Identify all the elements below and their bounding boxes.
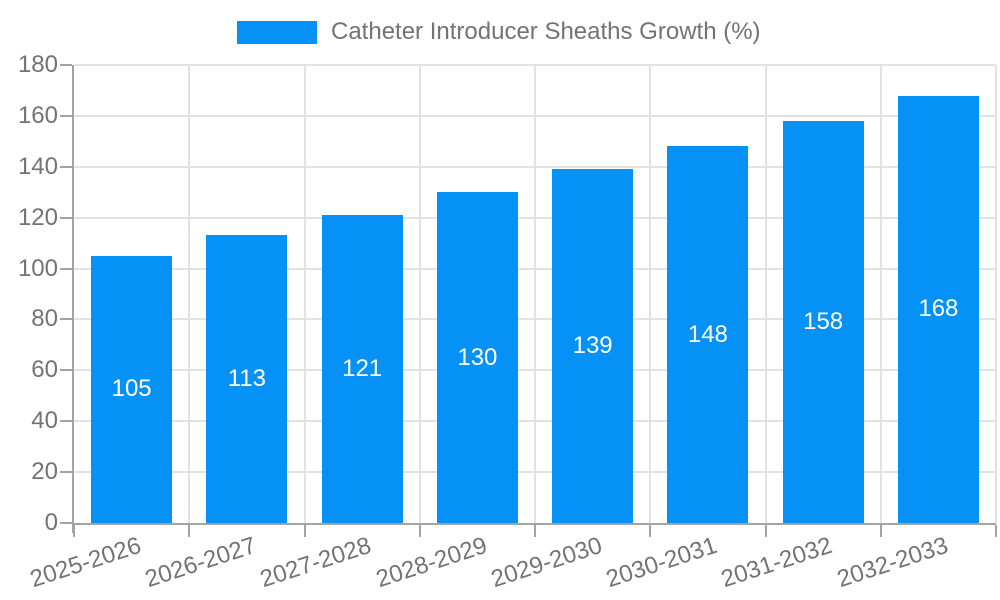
- bar-2027-2028[interactable]: [321, 215, 403, 523]
- y-tick-label: 120: [17, 203, 58, 231]
- y-axis-tick: [60, 267, 72, 270]
- x-tick-label: 2029-2030: [487, 531, 606, 594]
- bar-value-label: 139: [572, 332, 613, 360]
- gridline-vertical: [418, 65, 421, 523]
- y-axis-tick: [60, 522, 72, 524]
- y-tick-label: 180: [17, 51, 58, 78]
- gridline-vertical: [879, 65, 882, 523]
- bar-value-label: 130: [457, 343, 498, 371]
- x-axis-tick: [188, 525, 191, 537]
- gridline-vertical: [995, 65, 997, 523]
- x-axis-tick: [649, 525, 652, 537]
- bar-2030-2031[interactable]: [667, 146, 749, 523]
- x-axis-tick: [418, 525, 421, 537]
- y-axis-tick: [60, 369, 72, 372]
- bar-2025-2026[interactable]: [91, 255, 173, 523]
- bar-value-label: 158: [803, 307, 844, 335]
- x-axis-tick: [534, 525, 536, 537]
- bar-value-label: 113: [227, 365, 266, 393]
- x-tick-label: 2031-2032: [718, 531, 836, 594]
- y-axis-tick: [60, 114, 72, 117]
- x-axis-tick: [879, 525, 882, 537]
- y-tick-label: 140: [17, 152, 58, 180]
- y-tick-label: 160: [17, 101, 58, 129]
- bar-value-label: 168: [918, 295, 959, 323]
- y-axis-tick: [60, 64, 72, 66]
- bar-2031-2032[interactable]: [782, 120, 864, 523]
- bar-2028-2029[interactable]: [436, 192, 518, 523]
- gridline-vertical: [649, 65, 652, 523]
- y-tick-label: 20: [31, 458, 58, 486]
- x-axis-tick: [995, 525, 997, 537]
- bar-value-label: 105: [111, 375, 152, 403]
- y-axis-tick: [60, 471, 72, 474]
- gridline-vertical: [188, 65, 191, 523]
- x-tick-label: 2026-2027: [142, 531, 260, 594]
- y-tick-label: 60: [31, 356, 58, 384]
- x-tick-label: 2032-2033: [833, 531, 952, 594]
- x-tick-label: 2027-2028: [257, 531, 375, 594]
- x-axis-tick: [303, 525, 306, 537]
- y-axis-tick: [60, 165, 72, 168]
- x-tick-label: 2030-2031: [603, 531, 721, 594]
- bar-2026-2027[interactable]: [206, 235, 288, 523]
- y-tick-label: 100: [17, 254, 58, 282]
- bar-2032-2033[interactable]: [897, 95, 979, 523]
- y-axis-tick: [60, 216, 72, 219]
- legend-label: Catheter Introducer Sheaths Growth (%): [331, 18, 761, 45]
- x-axis-tick: [764, 525, 767, 537]
- gridline-vertical: [303, 65, 306, 523]
- y-tick-label: 40: [31, 407, 58, 435]
- x-tick-label: 2025-2026: [26, 531, 145, 594]
- gridline-vertical: [534, 65, 536, 523]
- gridline-vertical: [764, 65, 767, 523]
- x-axis-line: [74, 523, 996, 525]
- y-tick-label: 80: [31, 305, 58, 333]
- bar-2029-2030[interactable]: [552, 169, 634, 523]
- y-axis-tick: [60, 318, 72, 321]
- x-axis-tick: [73, 525, 75, 537]
- y-axis-tick: [60, 420, 72, 423]
- bar-value-label: 121: [342, 355, 383, 383]
- y-tick-label: 0: [44, 509, 58, 536]
- x-tick-label: 2028-2029: [372, 531, 491, 594]
- legend-swatch[interactable]: [237, 21, 317, 44]
- y-axis-line: [72, 65, 74, 533]
- bar-value-label: 148: [687, 320, 728, 348]
